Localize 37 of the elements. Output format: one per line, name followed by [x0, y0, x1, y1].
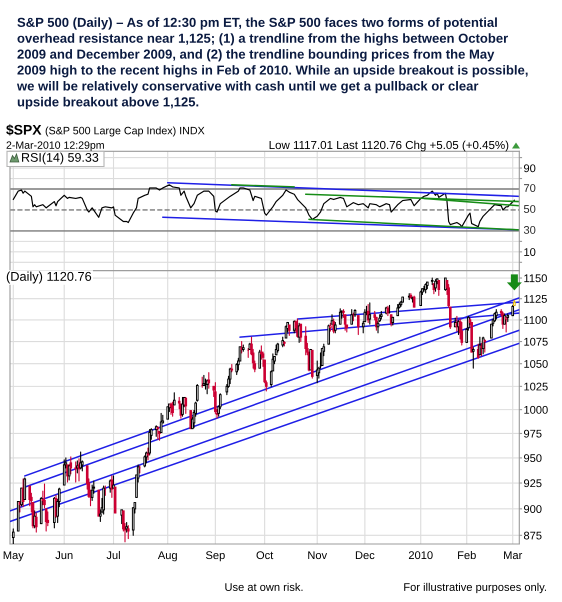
- x-tick-label: May: [4, 551, 24, 562]
- y-tick-label: 1075: [524, 338, 548, 346]
- x-tick-label: Oct: [256, 551, 274, 560]
- y-tick-label: 950: [524, 454, 542, 462]
- x-tick-label: 2010: [408, 551, 433, 560]
- y-tick-label: 925: [524, 479, 542, 488]
- ref-line-label: 30: [524, 226, 536, 234]
- chart-title: S&P 500 (Daily) – As of 12:30 pm ET, the S&P 500 faces two forms of potential overhead resistance near 1,125; (1) a trendline from the highs between October 2009 and December 2009, and (2) the trendline bounding prices from the May 2009 high to the recent highs in Feb of 2010. While an upside breakout is possible, we will be relatively conservative with cash until we get a pullback or clear upside breakout above 1,125.: [16, 17, 528, 110]
- y-tick-label: 975: [524, 430, 542, 438]
- y-tick-label: 1100: [524, 316, 547, 324]
- ref-line-label: 50: [524, 205, 536, 213]
- x-tick-label: Jul: [106, 550, 120, 560]
- x-tick-label: Dec: [356, 551, 374, 560]
- ref-line-label: 70: [524, 184, 536, 192]
- y-tick-label: 1125: [524, 295, 547, 303]
- y-tick-label: 1050: [524, 360, 548, 368]
- y-tick-label: 1000: [524, 406, 548, 414]
- y-tick-label: 900: [524, 505, 542, 513]
- y-tick-label: 1150: [524, 274, 547, 282]
- text: For illustrative purposes only.: [404, 582, 546, 594]
- x-tick-label: Jun: [55, 551, 72, 560]
- text: Use at own risk.: [225, 582, 303, 591]
- annotation: Low 1117.01 Last 1120.76 Chg +5.05 (+0.45%): [270, 140, 508, 152]
- text: (S&P 500 Large Cap Index) INDX: [46, 126, 204, 136]
- x-tick-label: Mar: [504, 551, 522, 560]
- y-tick-label: 1025: [524, 382, 548, 391]
- y-tick-label: 875: [524, 532, 542, 540]
- text: $SPX: [6, 124, 42, 136]
- annotation: RSI(14) 59.33: [22, 152, 98, 164]
- x-tick-label: Sep: [206, 551, 225, 562]
- y-tick-label: 90: [524, 164, 536, 172]
- y-tick-label: 10: [524, 248, 536, 256]
- x-tick-label: Aug: [158, 551, 177, 562]
- annotation: (Daily) 1120.76: [6, 272, 92, 284]
- text: 2-Mar-2010 12:29pm: [6, 141, 104, 151]
- x-tick-label: Nov: [308, 551, 328, 560]
- x-tick-label: Feb: [458, 550, 476, 560]
